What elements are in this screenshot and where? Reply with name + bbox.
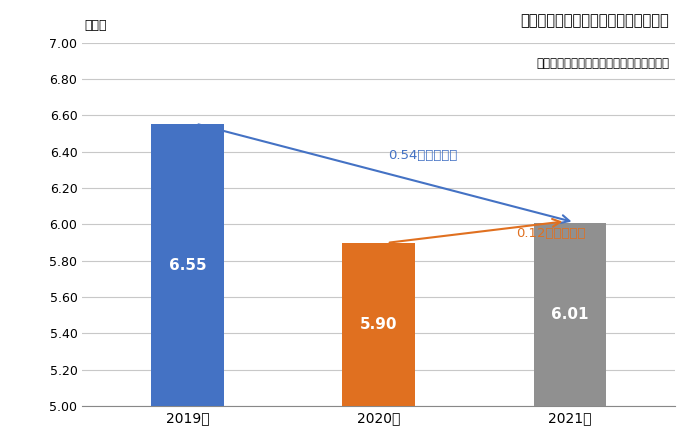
Text: 0.12ポイント増: 0.12ポイント増 bbox=[516, 227, 586, 240]
Text: 6.01: 6.01 bbox=[551, 307, 589, 322]
Bar bbox=[342, 242, 415, 406]
Bar bbox=[151, 125, 224, 406]
Bar bbox=[533, 223, 607, 406]
Text: （倍）: （倍） bbox=[84, 18, 107, 32]
Text: 厘生労働省「一般職業紹介状況」より作成: 厘生労働省「一般職業紹介状況」より作成 bbox=[536, 57, 669, 70]
Text: 6.55: 6.55 bbox=[168, 258, 206, 273]
Text: 建設技術者の平均有効求人倍率の比較: 建設技術者の平均有効求人倍率の比較 bbox=[520, 13, 669, 28]
Text: 0.54ポイント減: 0.54ポイント減 bbox=[388, 149, 457, 162]
Text: 5.90: 5.90 bbox=[360, 317, 397, 332]
